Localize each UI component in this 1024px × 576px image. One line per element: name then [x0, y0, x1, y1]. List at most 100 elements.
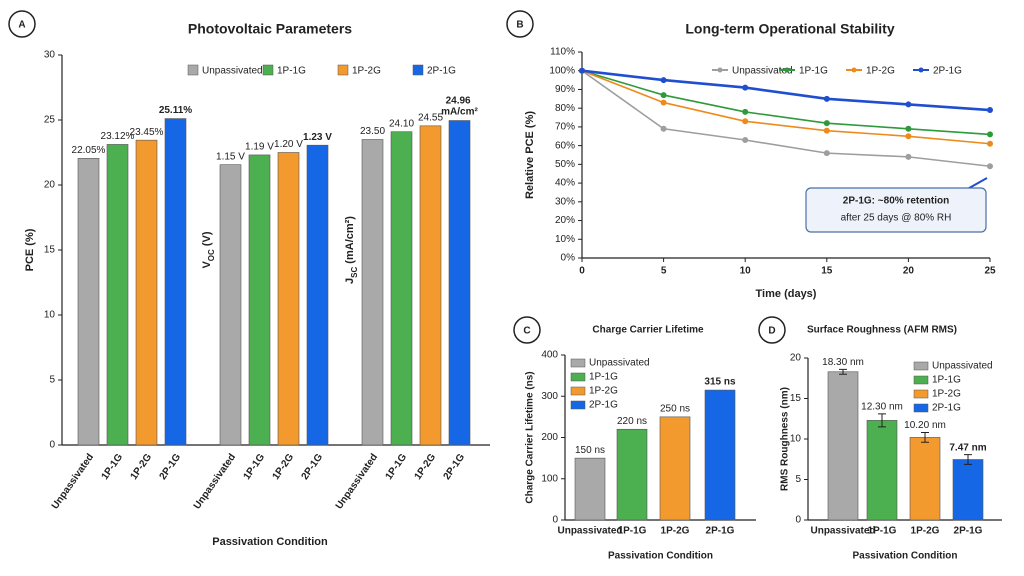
panel-badge — [506, 10, 534, 38]
x-tick-label: Unpassivated — [192, 452, 238, 512]
y-tick-label: 30 — [44, 50, 56, 61]
y-axis-title-part: SC — [350, 267, 359, 278]
marker — [905, 133, 912, 140]
y-tick-label: 300 — [541, 391, 558, 402]
x-tick-label: 1P-2G — [661, 526, 690, 537]
bar — [390, 131, 413, 446]
legend-label: 1P-2G — [932, 389, 961, 400]
y-tick-label: 5 — [49, 375, 55, 386]
legend-swatch — [262, 64, 274, 76]
marker — [742, 84, 749, 91]
bar — [361, 139, 384, 446]
y-tick-label: 10 — [44, 310, 56, 321]
legend-swatch — [412, 64, 424, 76]
bar — [909, 437, 941, 521]
x-tick-label: 0 — [579, 266, 585, 277]
panel-badge — [8, 10, 36, 38]
x-tick-label: 2P-1G — [442, 452, 468, 482]
bar — [277, 152, 300, 446]
legend-label: 1P-2G — [866, 66, 895, 77]
legend-label: Unpassivated — [732, 66, 793, 77]
legend-swatch — [570, 372, 586, 382]
y-tick-label: 20% — [555, 215, 575, 226]
y-tick-label: 110% — [550, 47, 575, 58]
panel-label: C — [523, 326, 530, 337]
bar — [952, 459, 984, 521]
y-tick-label: 100 — [541, 473, 558, 484]
value-label: 12.30 nm — [861, 402, 903, 413]
marker — [987, 131, 993, 138]
value-label: 315 ns — [704, 377, 736, 388]
x-tick-label: 2P-1G — [706, 526, 735, 537]
annotation-text: after 25 days @ 80% RH — [841, 213, 952, 224]
value-label: 1.23 V — [303, 132, 332, 143]
y-axis-title-part: (V) — [201, 231, 213, 249]
x-tick-label: 1P-1G — [618, 526, 647, 537]
annotation-box — [805, 187, 987, 233]
panel-label: D — [768, 326, 775, 337]
y-tick-label: 10% — [555, 234, 575, 245]
bar — [866, 420, 898, 521]
value-label: 22.05% — [72, 145, 106, 156]
bar — [248, 154, 271, 446]
y-tick-label: 80% — [555, 103, 575, 114]
legend-marker — [717, 67, 723, 73]
y-axis-title: JSC (mA/cm²) — [344, 216, 359, 284]
y-axis-title: RMS Roughness (nm) — [780, 387, 791, 491]
x-tick-label: 25 — [984, 266, 996, 277]
chart-title: Surface Roughness (AFM RMS) — [807, 325, 957, 336]
series-line — [581, 70, 991, 168]
y-tick-label: 100% — [549, 65, 575, 76]
value-label: 7.47 nm — [949, 442, 986, 453]
y-tick-label: 90% — [555, 84, 575, 95]
marker — [905, 153, 912, 160]
y-tick-label: 0 — [795, 515, 801, 526]
legend-label: 2P-1G — [933, 66, 962, 77]
marker — [823, 150, 830, 157]
x-tick-label: Unpassivated — [334, 452, 380, 512]
marker — [660, 77, 667, 84]
y-tick-label: 0 — [552, 515, 558, 526]
y-tick-label: 20 — [44, 180, 56, 191]
x-tick-label: 1P-1G — [384, 452, 410, 482]
series-line — [581, 69, 991, 136]
value-label: 25.11% — [159, 105, 192, 116]
x-axis-title: Passivation Condition — [212, 536, 328, 548]
x-tick-label: Unpassivated — [557, 526, 622, 537]
value-label: 1.19 V — [245, 142, 274, 153]
legend-swatch — [913, 389, 929, 399]
x-axis-title: Passivation Condition — [852, 551, 957, 562]
value-label: 1.15 V — [216, 151, 245, 162]
panel-badge — [758, 316, 786, 344]
y-axis-title: PCE (%) — [24, 228, 36, 271]
legend-swatch — [187, 64, 199, 76]
bar — [135, 139, 158, 446]
y-tick-label: 30% — [555, 196, 575, 207]
value-label: 220 ns — [617, 416, 647, 427]
marker — [823, 95, 830, 102]
y-axis-title: Charge Carrier Lifetime (ns) — [525, 371, 536, 503]
x-tick-label: 1P-2G — [129, 452, 155, 482]
x-axis-title: Time (days) — [756, 288, 817, 300]
value-label: 23.50 — [360, 126, 385, 137]
bar — [106, 144, 129, 446]
legend-swatch — [570, 358, 586, 368]
legend-label: 1P-2G — [589, 386, 618, 397]
value-label: 24.96 mA/cm² — [441, 95, 478, 117]
y-tick-label: 50% — [555, 159, 575, 170]
value-label: 18.30 nm — [822, 357, 864, 368]
marker — [742, 108, 749, 115]
bar — [574, 457, 606, 521]
legend-label: 1P-1G — [277, 66, 306, 77]
x-tick-label: Unpassivated — [810, 526, 875, 537]
value-label: 23.12% — [101, 131, 135, 142]
x-tick-label: 1P-1G — [242, 452, 268, 482]
series-line — [581, 69, 991, 112]
legend-swatch — [570, 400, 586, 410]
value-label: 24.10 — [389, 118, 414, 129]
y-tick-label: 0% — [561, 253, 576, 264]
value-label: 24.55 — [418, 112, 443, 123]
y-axis-title-part: V — [201, 261, 213, 269]
y-axis-title-part: PCE (%) — [24, 228, 36, 271]
series-line — [581, 69, 991, 145]
